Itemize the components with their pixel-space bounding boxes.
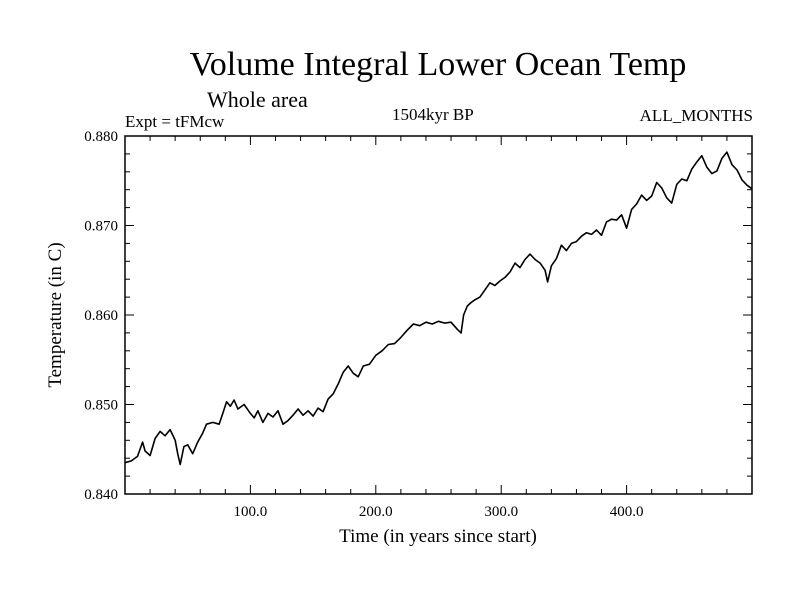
months-label: ALL_MONTHS [639, 106, 753, 125]
x-axis-label: Time (in years since start) [339, 526, 537, 547]
plot-frame [124, 135, 753, 495]
y-tick-label: 0.880 [84, 129, 118, 145]
series-layer [124, 151, 753, 466]
x-tick-label: 300.0 [484, 504, 518, 520]
y-tick-label: 0.870 [84, 219, 118, 235]
y-axis-label: Temperature (in C) [45, 242, 66, 387]
x-tick-label: 100.0 [234, 504, 268, 520]
chart-title: Volume Integral Lower Ocean Temp [189, 46, 687, 83]
y-tick-label: 0.860 [84, 308, 118, 324]
period-label: 1504kyr BP [392, 105, 474, 124]
experiment-label: Expt = tFMcw [125, 112, 225, 131]
x-tick-label: 200.0 [359, 504, 393, 520]
axes-layer: 100.0 200.0 300.0 400.0 0.840 0.850 0.860 0.870… [84, 129, 752, 520]
chart-subtitle: Whole area [207, 87, 308, 112]
y-tick-label: 0.850 [84, 398, 118, 414]
series-line [124, 151, 753, 466]
y-tick-label: 0.840 [84, 487, 118, 503]
x-tick-label: 400.0 [610, 504, 644, 520]
